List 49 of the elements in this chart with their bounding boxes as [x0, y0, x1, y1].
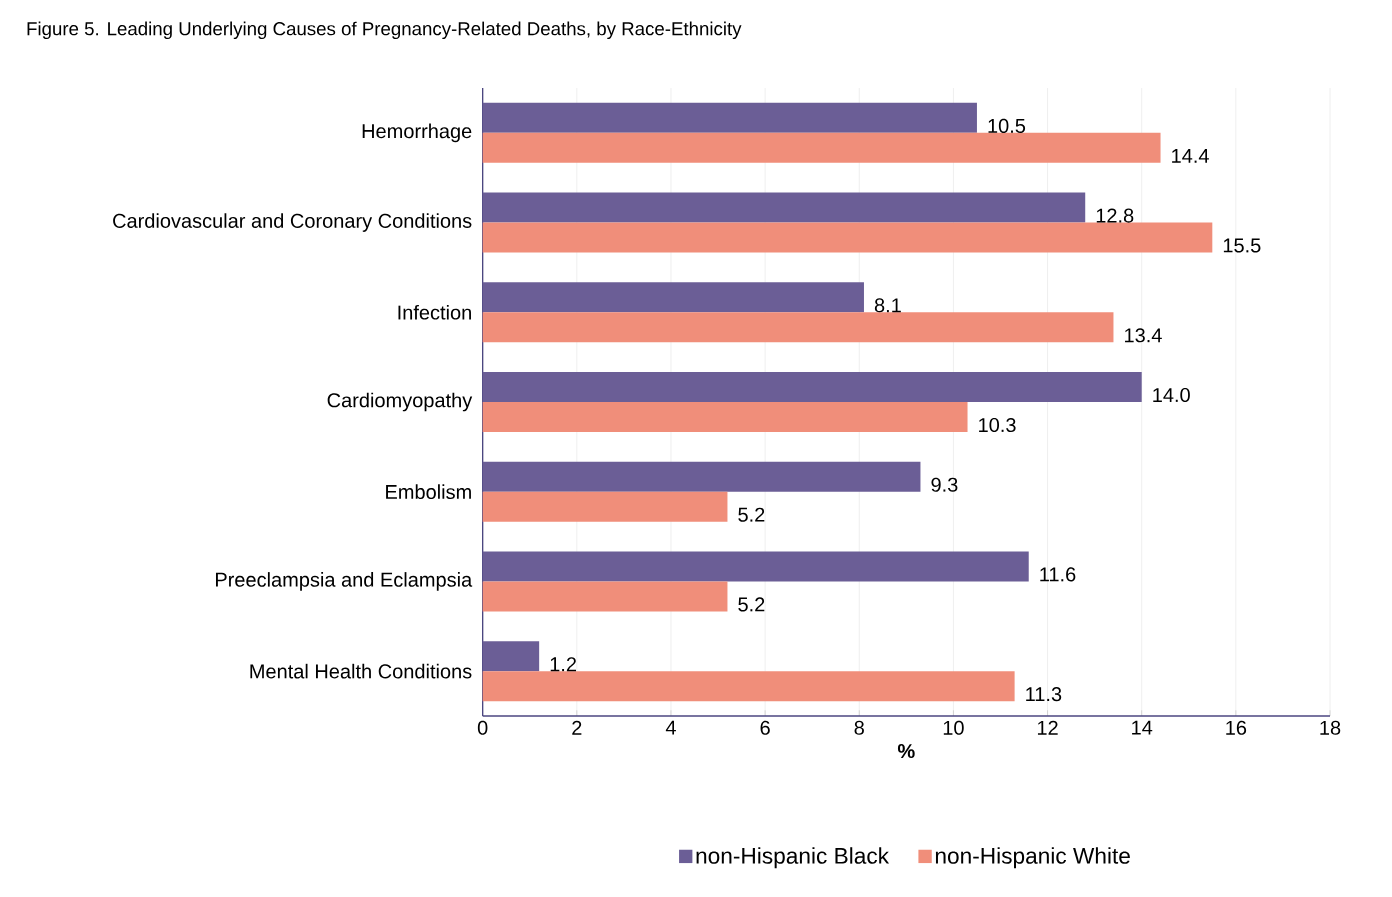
bar	[482, 671, 1015, 702]
bar	[482, 282, 864, 313]
x-tick-label: 2	[572, 720, 582, 735]
y-tick-label: Embolism	[386, 484, 471, 500]
bar	[482, 312, 1114, 343]
x-tick-label: 8	[854, 720, 864, 735]
bar	[482, 132, 1161, 163]
data-label: 1.2	[550, 657, 576, 672]
data-label: 14.4	[1172, 148, 1209, 163]
y-tick-label: Cardiomyopathy	[327, 392, 473, 412]
bar	[482, 461, 921, 492]
chart-title: Figure 5. Leading Underlying Causes of Pregnancy-Related Deaths, by Race-Ethnicity	[27, 21, 742, 40]
x-axis-title: %	[897, 744, 915, 759]
data-label: 13.4	[1125, 328, 1162, 343]
y-tick-label: Cardiovascular and Coronary Conditions	[113, 213, 472, 232]
data-label: 15.5	[1223, 238, 1261, 253]
bar	[482, 402, 968, 432]
y-tick-label: Infection	[398, 304, 471, 320]
data-label: 5.2	[738, 507, 765, 522]
x-tick-label: 0	[477, 720, 488, 735]
legend-label: non-Hispanic White	[935, 847, 1130, 869]
bar	[482, 491, 728, 522]
bar	[482, 372, 1142, 402]
y-tick-label: Preeclampsia and Eclampsia	[216, 572, 473, 591]
data-label: 10.3	[979, 417, 1016, 433]
bar	[482, 102, 977, 133]
data-label: 8.1	[874, 298, 901, 313]
legend-label: non-Hispanic Black	[696, 847, 890, 869]
x-tick-label: 14	[1132, 720, 1153, 735]
x-tick-label: 10	[943, 720, 964, 735]
y-tick-label: Mental Health Conditions	[250, 663, 472, 679]
data-label: 11.6	[1040, 567, 1076, 582]
data-label: 11.3	[1026, 687, 1062, 702]
bar	[482, 641, 540, 672]
data-label: 9.3	[931, 477, 958, 492]
data-label: 10.5	[988, 118, 1026, 133]
bar	[482, 192, 1086, 223]
x-tick-label: 4	[665, 720, 676, 735]
x-tick-label: 18	[1320, 720, 1341, 735]
x-tick-label: 16	[1226, 720, 1247, 735]
data-label: 14.0	[1153, 387, 1190, 403]
x-tick-label: 12	[1037, 720, 1058, 735]
x-tick-label: 6	[760, 720, 770, 735]
bar	[482, 222, 1213, 253]
y-tick-label: Hemorrhage	[362, 123, 472, 143]
data-label: 12.8	[1096, 208, 1134, 223]
bar	[482, 551, 1029, 582]
data-label: 5.2	[738, 597, 765, 612]
bar	[482, 581, 728, 612]
